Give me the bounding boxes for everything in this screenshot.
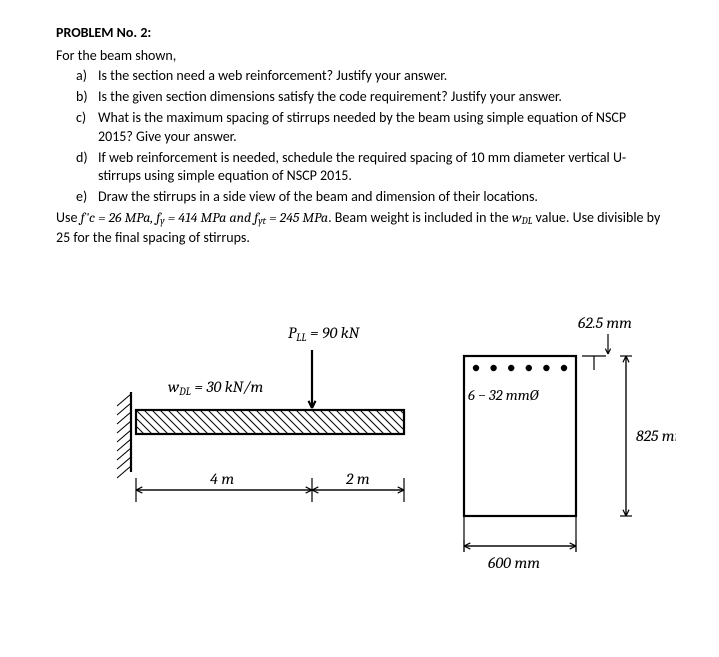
fyt-text: = 245 MPa <box>266 209 328 226</box>
question-b: b)Is the given section dimensions satisf… <box>98 88 663 107</box>
svg-text:wDL = 30 kN/m: wDL = 30 kN/m <box>168 378 264 398</box>
fc-text: f'c = 26 MPa, f <box>81 209 161 226</box>
beam-diagram: wDL = 30 kN/m PLL = 90 kN 4 m 2 m 6 − 32 mmØ… <box>56 298 676 598</box>
question-c-text: What is the maximum spacing of stirrups … <box>98 109 626 145</box>
use-prefix: Use <box>56 209 81 226</box>
svg-text:PLL = 90 kN: PLL = 90 kN <box>288 324 361 344</box>
svg-text:825 mm: 825 mm <box>636 427 676 445</box>
svg-text:2 m: 2 m <box>345 470 370 488</box>
question-e-text: Draw the stirrups in a side view of the … <box>98 188 538 205</box>
question-d: d)If web reinforcement is needed, schedu… <box>98 149 663 187</box>
fy-text: = 414 MPa and f <box>165 209 259 226</box>
figure-area: wDL = 30 kN/m PLL = 90 kN 4 m 2 m 6 − 32 mmØ… <box>56 298 663 598</box>
question-a: a)Is the section need a web reinforcemen… <box>98 67 663 86</box>
parameters-text: Use f'c = 26 MPa, fy = 414 MPa and fyt =… <box>56 209 663 247</box>
intro-text: For the beam shown, <box>56 47 663 64</box>
question-b-text: Is the given section dimensions satisfy … <box>98 88 562 105</box>
question-a-text: Is the section need a web reinforcement?… <box>98 67 447 84</box>
question-c: c)What is the maximum spacing of stirrup… <box>98 109 663 147</box>
wdl-sym: w <box>512 209 522 226</box>
problem-title: PROBLEM No. 2: <box>56 24 663 41</box>
use-mid: . Beam weight is included in the <box>328 209 512 226</box>
svg-text:6 − 32 mmØ: 6 − 32 mmØ <box>468 386 540 404</box>
question-list: a)Is the section need a web reinforcemen… <box>56 67 663 207</box>
svg-text:4 m: 4 m <box>210 470 234 488</box>
svg-text:600 mm: 600 mm <box>488 554 540 572</box>
question-d-text: If web reinforcement is needed, schedule… <box>98 149 626 185</box>
svg-text:62.5 mm: 62.5 mm <box>578 314 632 332</box>
question-e: e)Draw the stirrups in a side view of th… <box>98 188 663 207</box>
